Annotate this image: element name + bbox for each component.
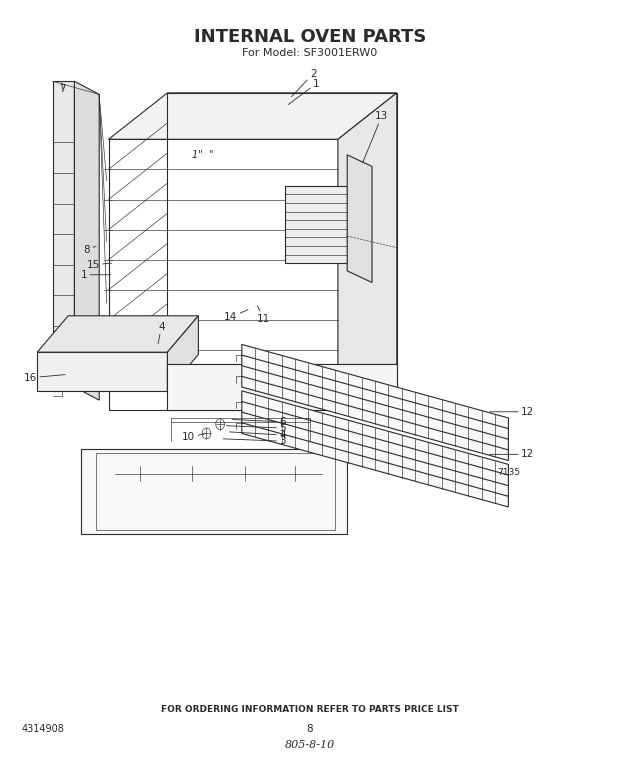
Text: 14: 14 bbox=[224, 310, 248, 322]
Text: 6: 6 bbox=[232, 417, 286, 426]
Text: 4: 4 bbox=[158, 322, 165, 344]
Text: 4314908: 4314908 bbox=[22, 724, 65, 734]
Text: 8: 8 bbox=[84, 245, 96, 255]
Polygon shape bbox=[167, 316, 198, 391]
Text: INTERNAL OVEN PARTS: INTERNAL OVEN PARTS bbox=[194, 28, 426, 46]
Text: 12: 12 bbox=[490, 450, 534, 459]
Text: For Model: SF3001ERW0: For Model: SF3001ERW0 bbox=[242, 48, 378, 57]
Text: 5: 5 bbox=[226, 423, 286, 433]
Text: 11: 11 bbox=[257, 306, 270, 324]
Text: 1: 1 bbox=[288, 79, 320, 104]
Text: 4: 4 bbox=[229, 430, 286, 440]
Text: 2: 2 bbox=[291, 69, 317, 97]
Polygon shape bbox=[167, 364, 397, 410]
Text: 7135: 7135 bbox=[497, 467, 520, 477]
Text: FOR ORDERING INFORMATION REFER TO PARTS PRICE LIST: FOR ORDERING INFORMATION REFER TO PARTS … bbox=[161, 705, 459, 714]
Text: 1"  ": 1" " bbox=[192, 150, 214, 159]
Text: 12: 12 bbox=[490, 407, 534, 416]
Text: 16: 16 bbox=[24, 373, 65, 382]
Polygon shape bbox=[37, 316, 198, 352]
Polygon shape bbox=[108, 139, 338, 410]
Text: 7: 7 bbox=[59, 83, 66, 94]
Polygon shape bbox=[53, 81, 74, 387]
Polygon shape bbox=[37, 352, 167, 391]
Text: 1: 1 bbox=[81, 270, 110, 279]
Polygon shape bbox=[285, 186, 347, 263]
Polygon shape bbox=[242, 344, 508, 461]
Text: 8: 8 bbox=[307, 724, 313, 734]
Text: 3: 3 bbox=[223, 437, 286, 446]
Polygon shape bbox=[74, 81, 99, 400]
Polygon shape bbox=[338, 93, 397, 410]
Text: 13: 13 bbox=[363, 111, 388, 163]
Polygon shape bbox=[347, 155, 372, 283]
Polygon shape bbox=[108, 93, 397, 139]
Polygon shape bbox=[81, 449, 347, 534]
Polygon shape bbox=[242, 391, 508, 507]
Text: 10: 10 bbox=[182, 433, 206, 442]
Text: 15: 15 bbox=[87, 260, 112, 269]
Text: 805-8-10: 805-8-10 bbox=[285, 740, 335, 749]
